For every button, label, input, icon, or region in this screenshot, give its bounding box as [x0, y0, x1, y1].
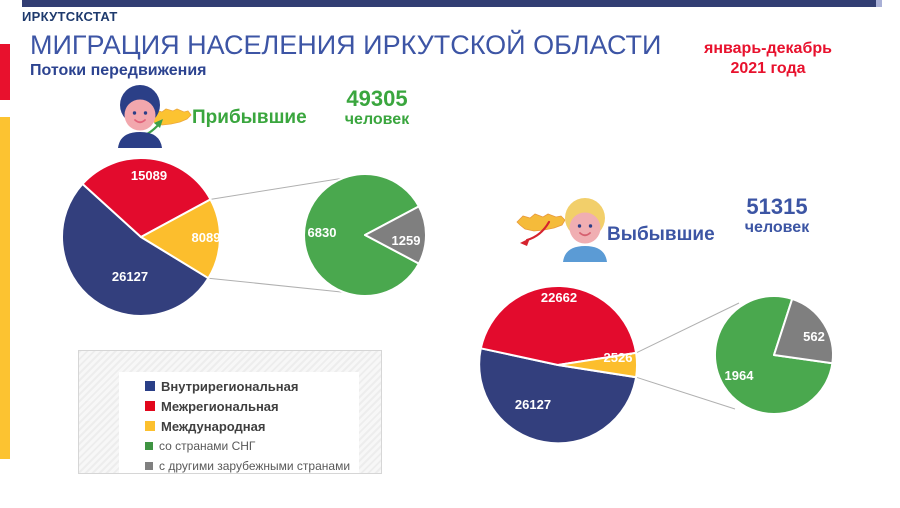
slice-value: 8089	[192, 230, 221, 245]
departed-label: Выбывшие	[607, 224, 715, 245]
departed-main-pie: 22662 2526 26127	[478, 284, 639, 445]
slice-value: 15089	[131, 168, 167, 183]
eye-icon	[588, 224, 593, 228]
legend-swatch-blue	[145, 381, 155, 391]
legend-label: Внутрирегиональная	[161, 378, 299, 394]
legend-label: со странами СНГ	[159, 439, 256, 453]
pie-slice-other-foreign	[364, 205, 428, 265]
arrived-connector-bottom	[208, 277, 347, 293]
shoulders-icon	[118, 132, 162, 148]
legend-item-international: Международная	[145, 416, 359, 436]
top-accent-bar-end	[876, 0, 882, 7]
arrived-main-pie: 26127 15089 8089	[60, 156, 221, 317]
pie-slice-international	[140, 198, 221, 280]
legend-label: Межрегиональная	[161, 398, 279, 414]
legend-item-interregional: Межрегиональная	[145, 396, 359, 416]
russia-map-icon	[516, 213, 566, 232]
pie-slice-international	[557, 351, 639, 379]
page-subtitle: Потоки передвижения	[30, 62, 207, 79]
org-name: ИРКУТСКСТАТ	[22, 9, 118, 24]
departed-breakdown-pie: 1964 562	[713, 295, 834, 415]
pie-slice-cis	[303, 173, 420, 297]
legend-swatch-green	[145, 442, 153, 450]
arrived-person-icon	[118, 85, 192, 148]
arrow-head-icon	[520, 238, 530, 246]
smile-icon	[134, 119, 146, 124]
arrived-breakdown-pie: 6830 1259	[303, 173, 428, 297]
left-edge-yellow-bar	[0, 117, 10, 459]
slice-value: 1964	[725, 368, 755, 383]
period-line1: январь-декабрь	[704, 40, 832, 57]
pie-slice-interregional	[479, 284, 638, 366]
arrived-count: 49305 человек	[327, 86, 427, 129]
slice-value: 6830	[308, 225, 337, 240]
slice-value: 562	[803, 329, 825, 344]
face-icon	[569, 212, 601, 244]
legend-swatch-red	[145, 401, 155, 411]
arrived-value: 49305	[346, 86, 408, 111]
eye-icon	[577, 224, 582, 228]
legend-swatch-gray	[145, 462, 153, 470]
slice-value: 26127	[112, 269, 148, 284]
departed-person-icon	[516, 198, 607, 262]
arrived-unit: человек	[344, 111, 410, 129]
legend: Внутрирегиональная Межрегиональная Между…	[78, 350, 382, 474]
slice-value: 22662	[541, 290, 577, 305]
departed-value: 51315	[746, 194, 808, 219]
legend-item-cis: со странами СНГ	[145, 436, 359, 456]
slice-value: 2526	[604, 350, 633, 365]
slice-value: 26127	[515, 397, 551, 412]
legend-label: Международная	[161, 418, 266, 434]
arrived-connector-top	[210, 177, 345, 200]
departed-connector-bottom	[635, 376, 736, 410]
top-accent-bar	[22, 0, 876, 7]
legend-item-other-foreign: с другими зарубежными странами	[145, 456, 359, 476]
left-edge-red-bar	[0, 44, 10, 100]
legend-swatch-yellow	[145, 421, 155, 431]
period-label: январь-декабрь 2021 года	[682, 39, 854, 79]
arrived-label: Прибывшие	[192, 107, 307, 128]
departed-connector-top	[635, 302, 740, 354]
shoulders-icon	[563, 246, 607, 262]
face-icon	[124, 99, 156, 131]
departed-count: 51315 человек	[727, 194, 827, 237]
slice-value: 1259	[392, 233, 421, 248]
departed-unit: человек	[744, 219, 810, 237]
eye-icon	[143, 111, 148, 115]
arrow-head-icon	[154, 119, 163, 128]
legend-panel: Внутрирегиональная Межрегиональная Между…	[119, 372, 359, 473]
period-line2: 2021 года	[730, 60, 806, 77]
legend-label: с другими зарубежными странами	[159, 459, 351, 473]
page-title: МИГРАЦИЯ НАСЕЛЕНИЯ ИРКУТСКОЙ ОБЛАСТИ	[30, 30, 662, 60]
smile-icon	[579, 232, 591, 237]
pie-slice-interregional	[81, 156, 212, 238]
pie-slice-intraregional	[60, 182, 210, 317]
eye-icon	[132, 111, 137, 115]
legend-item-intraregional: Внутрирегиональная	[145, 376, 359, 396]
pie-slice-other-foreign	[773, 297, 834, 365]
